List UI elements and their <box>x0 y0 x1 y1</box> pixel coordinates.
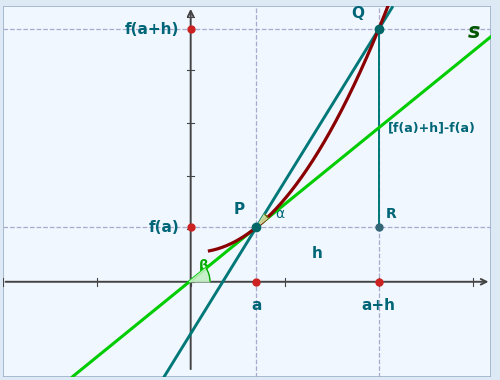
Text: Q: Q <box>352 6 364 21</box>
Text: a+h: a+h <box>362 298 396 313</box>
Text: R: R <box>386 207 397 221</box>
Text: s: s <box>468 22 480 42</box>
Text: P: P <box>234 202 245 217</box>
Polygon shape <box>256 214 268 227</box>
Polygon shape <box>190 268 210 282</box>
Text: α: α <box>275 207 284 221</box>
Text: f(a+h): f(a+h) <box>125 22 180 37</box>
Text: f(a): f(a) <box>148 220 180 235</box>
Text: h: h <box>312 246 323 261</box>
Text: β: β <box>198 259 208 273</box>
Text: a: a <box>252 298 262 313</box>
Text: [f(a)+h]-f(a): [f(a)+h]-f(a) <box>388 122 476 135</box>
